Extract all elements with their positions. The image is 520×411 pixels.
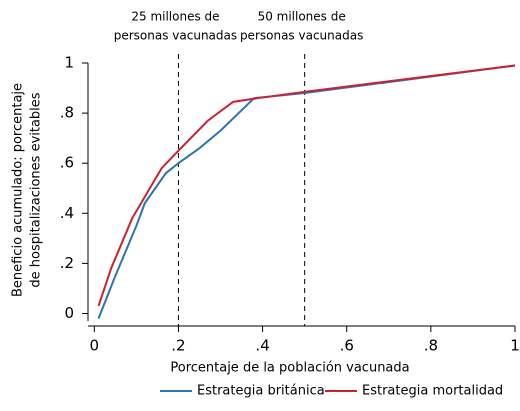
x-tick-label: .8 — [424, 337, 438, 355]
line-series — [97, 64, 516, 307]
y-tick-label: .6 — [60, 154, 74, 172]
x-tick-label: .2 — [171, 337, 185, 355]
y-tick-label: .8 — [60, 104, 74, 122]
line-series — [97, 64, 516, 319]
y-tick-label: 1 — [64, 54, 74, 72]
y-axis-label: Beneficio acumulado: porcentaje — [11, 83, 26, 297]
y-tick-label: 0 — [64, 304, 74, 322]
legend-label: Estrategia británica — [197, 384, 325, 399]
x-tick-label: 0 — [90, 337, 100, 355]
annotation: personas vacunadas — [114, 29, 237, 43]
x-axis-label: Porcentaje de la población vacunada — [170, 361, 409, 376]
annotation: personas vacunadas — [240, 29, 363, 43]
x-tick-label: .6 — [340, 337, 354, 355]
annotation: 50 millones de — [258, 10, 346, 24]
y-axis-label: de hospitalizaciones evitables — [29, 92, 44, 287]
x-tick-label: .4 — [255, 337, 269, 355]
x-tick-label: 1 — [510, 337, 520, 355]
y-tick-label: .2 — [60, 254, 74, 272]
annotation: 25 millones de — [131, 10, 219, 24]
legend-label: Estrategia mortalidad — [362, 384, 503, 399]
y-tick-label: .4 — [60, 204, 74, 222]
